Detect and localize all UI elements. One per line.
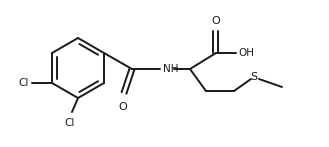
Text: Cl: Cl — [65, 118, 75, 128]
Text: O: O — [212, 16, 220, 26]
Text: O: O — [119, 102, 127, 112]
Text: Cl: Cl — [19, 78, 29, 88]
Text: OH: OH — [238, 48, 254, 58]
Text: S: S — [250, 72, 258, 82]
Text: NH: NH — [163, 64, 178, 74]
